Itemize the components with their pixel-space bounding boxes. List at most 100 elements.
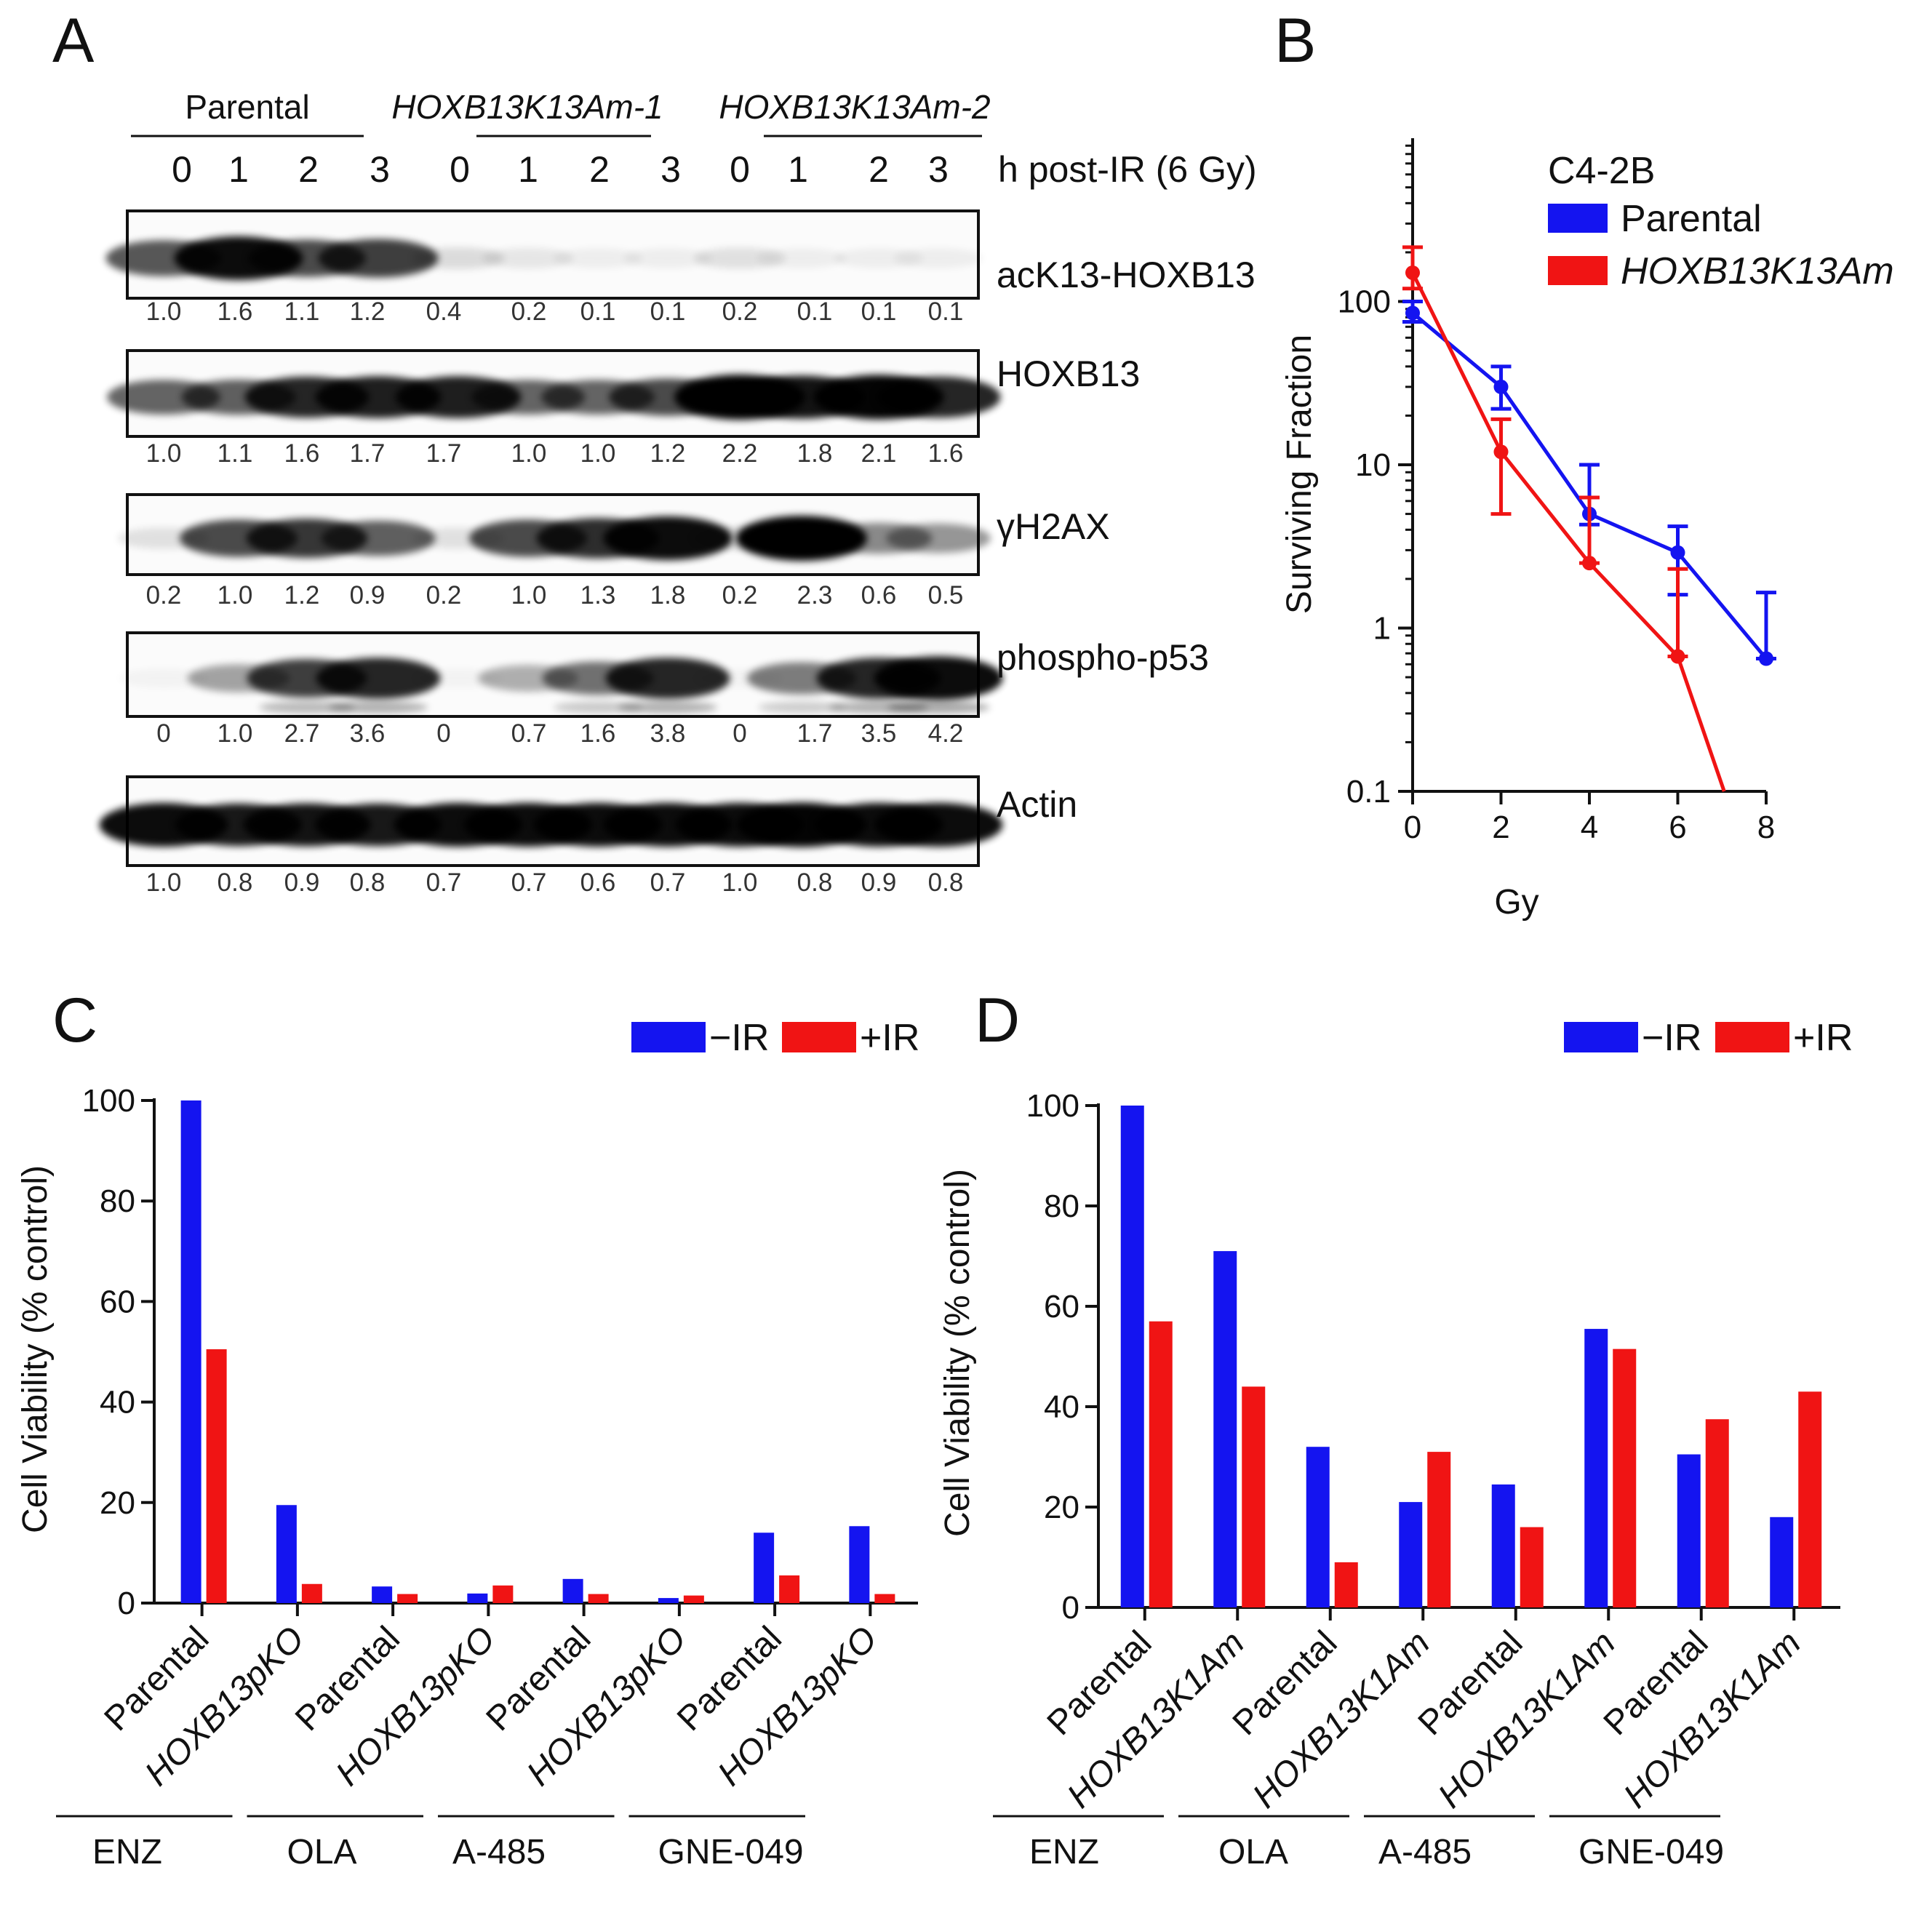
blot-marker-label: γH2AX — [997, 506, 1110, 547]
blot-row: Actin 1.0 0.8 0.9 0.8 0.7 0.7 0.6 0.7 1.0 0.8 0.9 0.… — [99, 775, 1077, 897]
bar — [397, 1594, 418, 1603]
panel-b-y-tick-label: 0.1 — [1346, 774, 1391, 810]
y-tick-label: 20 — [100, 1485, 135, 1521]
blot-quant-value: 0.6 — [861, 581, 897, 610]
panel-b-x-tick-label: 6 — [1669, 810, 1686, 845]
panel-b-y-tick-label: 1 — [1373, 611, 1391, 647]
blot-timepoint: 1 — [518, 149, 538, 190]
blot-quant-value: 3.8 — [650, 719, 686, 748]
panel-c-legend-swatch-plus-ir — [782, 1022, 856, 1052]
blot-quant-value: 0.8 — [350, 868, 386, 897]
blot-quant-value: 2.3 — [797, 581, 833, 610]
bar — [754, 1533, 775, 1603]
blot-timepoint: 1 — [788, 149, 808, 190]
group-label: ENZ — [1029, 1833, 1099, 1871]
blot-quant-value: 0.5 — [928, 581, 964, 610]
blot-quant-value: 0.8 — [928, 868, 964, 897]
y-tick-label: 0 — [1062, 1590, 1079, 1626]
blot-band-lower — [887, 701, 990, 714]
panel-b-y-tick-label: 100 — [1338, 284, 1391, 320]
legend-swatch-hoxb13k13am — [1548, 256, 1608, 285]
group-label: ENZ — [92, 1833, 162, 1871]
blot-timepoint: 3 — [928, 149, 949, 190]
panel-b-data-point — [1493, 444, 1509, 460]
blot-quant-value: 0.7 — [511, 868, 547, 897]
blot-quant-value: 1.7 — [426, 439, 462, 468]
bar — [1213, 1251, 1237, 1607]
blot-band — [318, 239, 439, 278]
bar — [683, 1595, 704, 1603]
blot-quant-value: 0.8 — [797, 868, 833, 897]
blot-band — [874, 656, 1003, 700]
panel-d-legend-swatch-minus-ir — [1564, 1022, 1638, 1052]
panel-b-data-point — [1582, 556, 1597, 571]
blot-timepoint: 3 — [370, 149, 390, 190]
blot-timepoint: 0 — [730, 149, 750, 190]
blot-quant-value: 4.2 — [928, 719, 964, 748]
panel-a-western-blot: A Parental HOXB13K13Am-1 HOXB13K13Am-20 1 2 3… — [52, 6, 1257, 897]
blot-quant-value: 1.0 — [580, 439, 616, 468]
blot-group-label: HOXB13K13Am-1 — [391, 88, 663, 126]
blot-quant-value: 1.1 — [284, 297, 320, 326]
blot-row: acK13-HOXB13 1.0 1.6 1.1 1.2 0.4 0.2 0.1 0.1 0.2 0… — [105, 209, 1256, 326]
blot-row: HOXB13 1.0 1.1 1.6 1.7 1.7 1.0 1.0 1.2 2.2 1.8 2.1 1… — [107, 349, 1140, 468]
blot-quant-value: 0.2 — [722, 581, 758, 610]
bar — [849, 1526, 870, 1603]
bar — [562, 1578, 583, 1603]
panel-b-axes: 0.1 1 10 100 0 2 4 6 8 — [1338, 138, 1775, 845]
panel-b-x-tick-label: 4 — [1581, 810, 1598, 845]
panel-b-y-axis-label: Surviving Fraction — [1280, 335, 1319, 614]
blot-timepoint: 0 — [172, 149, 192, 190]
group-label: OLA — [1218, 1833, 1288, 1871]
bar — [301, 1583, 322, 1603]
blot-quant-value: 1.8 — [650, 581, 686, 610]
blot-band — [412, 247, 505, 270]
panel-c-plot: 020406080100ParentalHOXB13pKOParentalHOX… — [56, 1083, 918, 1871]
group-label: OLA — [287, 1833, 357, 1871]
blot-timepoint: 3 — [660, 149, 681, 190]
bar — [372, 1586, 393, 1603]
blot-quant-value: 1.1 — [217, 439, 253, 468]
blot-band — [321, 520, 436, 556]
panel-d-label: D — [975, 986, 1020, 1055]
bar — [658, 1598, 679, 1603]
legend-label-hoxb13k13am: HOXB13K13Am — [1621, 250, 1894, 292]
bar — [874, 1594, 895, 1603]
y-tick-label: 100 — [1026, 1088, 1079, 1124]
blot-quant-value: 2.1 — [861, 439, 897, 468]
blot-header: Parental HOXB13K13Am-1 HOXB13K13Am-20 1 2 3 0 1… — [131, 88, 1257, 190]
blot-timepoint: 2 — [298, 149, 319, 190]
blot-quant-value: 3.5 — [861, 719, 897, 748]
y-tick-label: 0 — [118, 1586, 135, 1621]
legend-swatch-parental — [1548, 204, 1608, 233]
bar — [1491, 1484, 1515, 1607]
blot-band-lower — [328, 701, 428, 714]
blot-band-lower — [758, 701, 845, 714]
panel-b-data-point — [1405, 265, 1420, 280]
bar — [1584, 1329, 1608, 1607]
panel-c-legend-swatch-minus-ir — [631, 1022, 706, 1052]
blot-quant-value: 1.3 — [580, 581, 616, 610]
blot-band — [605, 658, 730, 699]
panel-d-y-axis-label: Cell Viability (% control) — [938, 1169, 977, 1537]
panel-c-legend-minus-ir: −IR — [709, 1017, 769, 1059]
blot-band-lower — [259, 701, 355, 714]
panel-b-x-tick-label: 2 — [1492, 810, 1509, 845]
blot-timepoint: 1 — [228, 149, 249, 190]
group-label: GNE-049 — [1578, 1833, 1724, 1871]
panel-a-label: A — [52, 6, 95, 76]
blot-band-lower — [618, 701, 718, 714]
blot-band — [603, 516, 733, 561]
bar — [1149, 1321, 1173, 1607]
y-tick-label: 80 — [1044, 1188, 1079, 1224]
blot-marker-label: phospho-p53 — [997, 637, 1209, 678]
blot-quant-value: 1.0 — [146, 439, 182, 468]
blot-quant-value: 1.0 — [217, 719, 253, 748]
blot-quant-value: 1.0 — [722, 868, 758, 897]
blot-quant-value: 0.1 — [861, 297, 897, 326]
blot-band — [482, 247, 574, 269]
bar — [779, 1575, 800, 1603]
blot-quant-value: 1.7 — [797, 719, 833, 748]
bar — [1798, 1391, 1822, 1607]
y-tick-label: 20 — [1044, 1490, 1079, 1525]
